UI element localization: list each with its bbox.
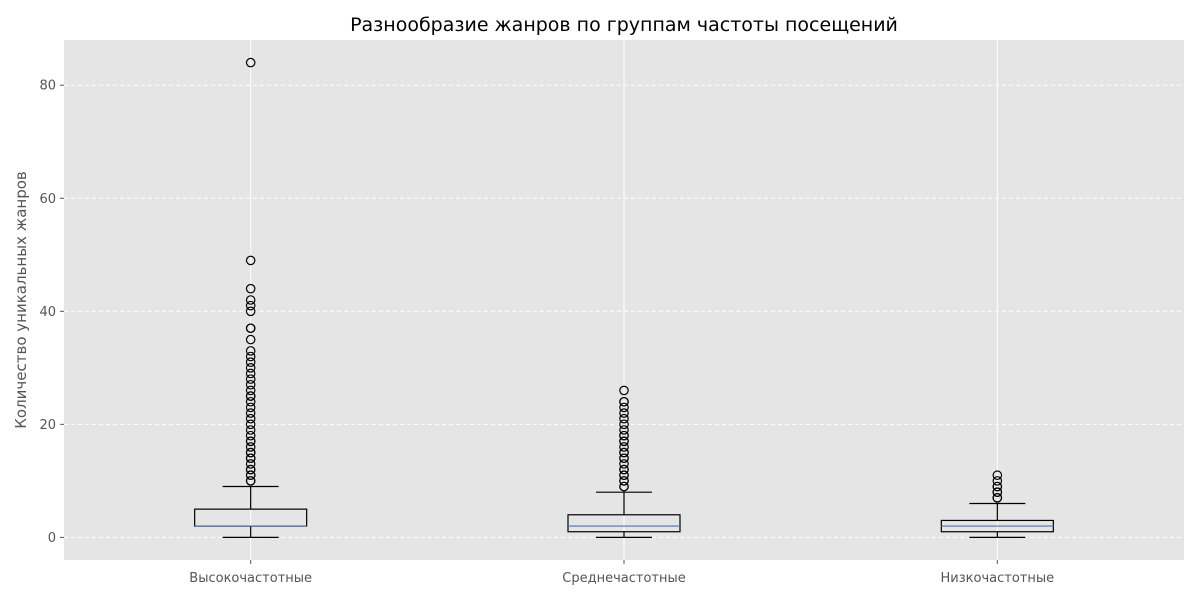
x-tick-label: Среднечастотные: [562, 571, 685, 586]
outlier-point: [245, 453, 256, 464]
y-axis-label: Количество уникальных жанров: [12, 171, 30, 428]
box-plot: [940, 470, 1054, 538]
outlier-point: [245, 323, 256, 334]
outlier-point: [245, 408, 256, 418]
outlier-point: [245, 470, 256, 481]
x-tick-label: Высокочастотные: [189, 571, 312, 586]
y-tick-label: 60: [39, 192, 56, 207]
outlier-point: [245, 300, 256, 311]
box-plot: [194, 57, 308, 538]
outlier-point: [245, 283, 256, 294]
y-tick-label: 0: [48, 531, 56, 546]
x-axis: Высокочастотные Среднечастотные Низкочасто…: [189, 560, 1054, 586]
outlier-point: [619, 447, 629, 458]
box-layer: [194, 57, 1054, 538]
outlier-point: [619, 430, 629, 441]
outlier-point: [992, 493, 1003, 503]
outlier-point: [619, 419, 629, 430]
outlier-point: [245, 379, 256, 390]
outlier-point: [619, 442, 629, 452]
outlier-point: [619, 396, 629, 407]
outlier-point: [245, 385, 256, 396]
outlier-point: [619, 470, 629, 481]
outlier-point: [245, 442, 256, 452]
outlier-point: [619, 436, 629, 447]
outlier-point: [992, 487, 1003, 497]
chart-title: Разнообразие жанров по группам частоты п…: [350, 14, 898, 36]
outlier-point: [619, 453, 629, 464]
outlier-point: [245, 357, 256, 367]
outlier-point: [619, 408, 629, 418]
outlier-point: [619, 425, 629, 435]
box-iqr: [567, 514, 681, 533]
y-axis: 0 20 40 60 80: [39, 79, 64, 546]
outlier-point: [245, 391, 256, 401]
outlier-point: [245, 57, 256, 68]
outlier-point: [245, 306, 256, 317]
outlier-point: [245, 436, 256, 447]
outlier-point: [245, 459, 256, 469]
outlier-point: [245, 374, 256, 384]
outlier-point: [245, 402, 256, 413]
outlier-point: [992, 476, 1003, 486]
outlier-point: [245, 295, 256, 305]
outlier-point: [245, 368, 256, 379]
box-plot: [567, 385, 681, 538]
outlier-point: [245, 430, 256, 441]
outlier-point: [245, 425, 256, 435]
outlier-point: [245, 464, 256, 475]
outlier-point: [992, 481, 1003, 492]
outlier-point: [619, 464, 629, 475]
outlier-point: [619, 476, 629, 486]
outlier-point: [992, 470, 1003, 481]
y-tick-label: 40: [39, 305, 56, 320]
outlier-point: [245, 351, 256, 362]
outlier-point: [245, 447, 256, 458]
outlier-point: [245, 476, 256, 486]
outlier-point: [245, 334, 256, 345]
y-tick-label: 80: [39, 79, 56, 94]
outlier-point: [619, 413, 629, 424]
outlier-point: [619, 385, 629, 396]
outlier-point: [245, 255, 256, 266]
outlier-point: [245, 396, 256, 407]
outlier-point: [619, 402, 629, 413]
outlier-point: [245, 413, 256, 424]
outlier-point: [619, 481, 629, 492]
outlier-point: [619, 459, 629, 469]
outlier-point: [245, 346, 256, 356]
x-tick-label: Низкочастотные: [941, 571, 1055, 586]
outlier-point: [245, 363, 256, 373]
y-tick-label: 20: [39, 418, 56, 433]
outlier-point: [245, 419, 256, 430]
